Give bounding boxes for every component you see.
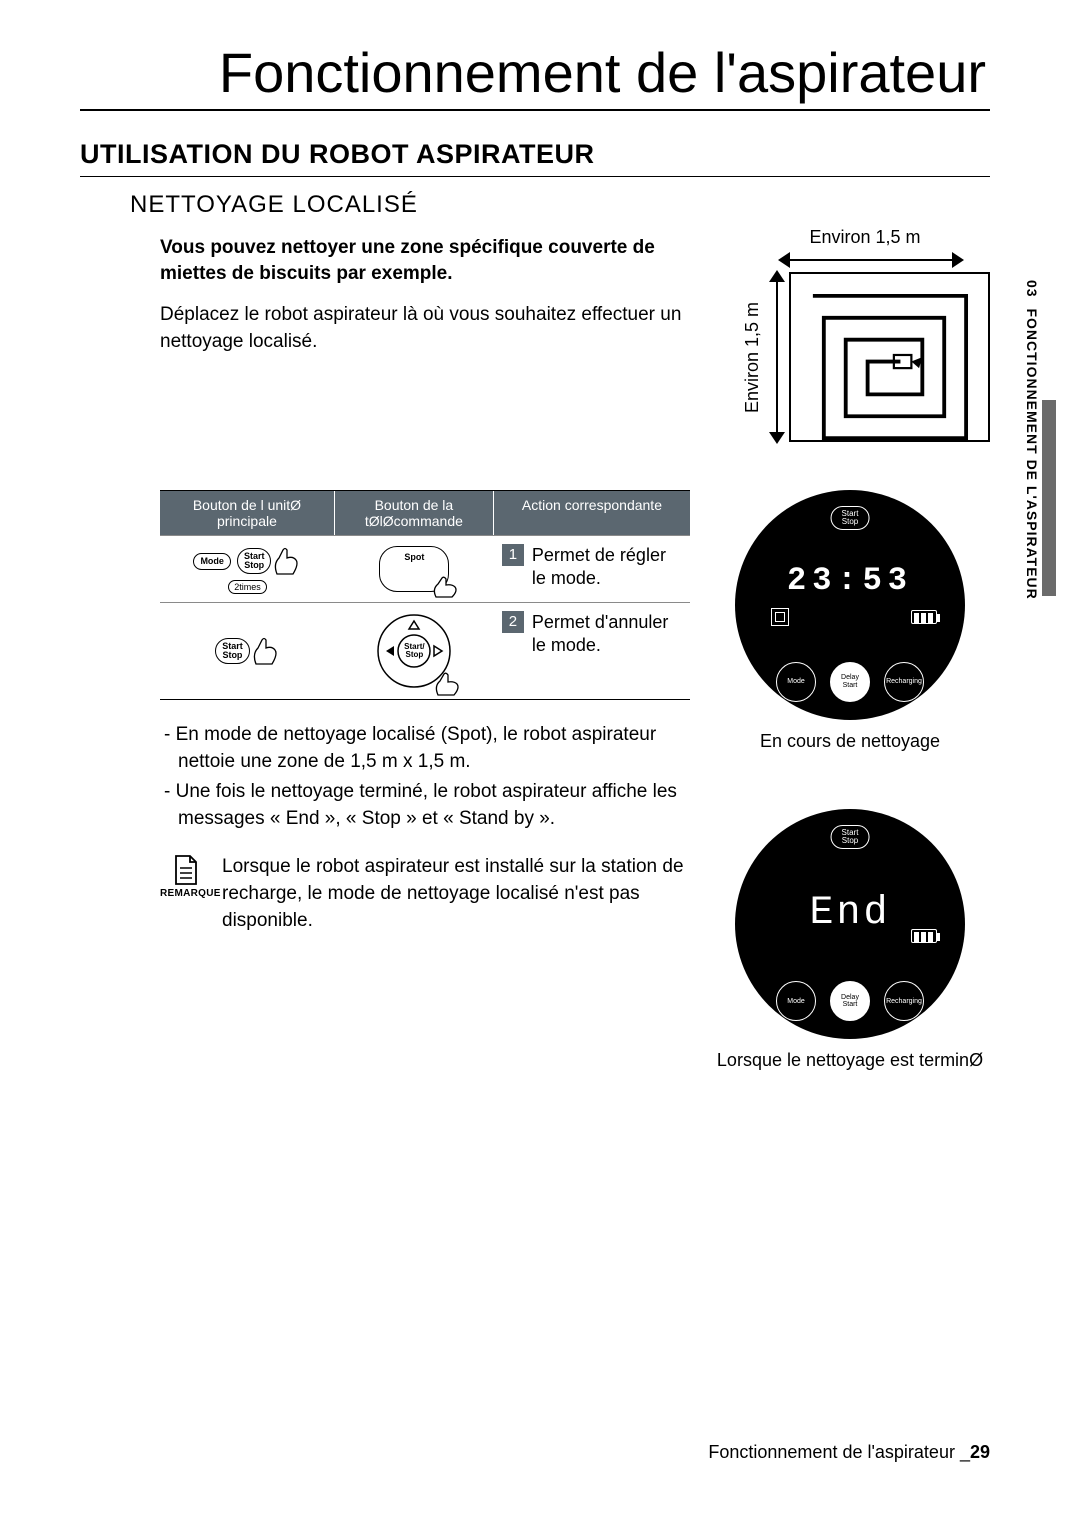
display-end: End <box>809 891 890 936</box>
remark-text: Lorsque le robot aspirateur est installé… <box>222 854 690 934</box>
page-footer: Fonctionnement de l'aspirateur _29 <box>708 1442 990 1463</box>
remark-label: REMARQUE <box>160 888 212 899</box>
remote-dpad: Start/ Stop <box>374 611 454 691</box>
bullet-list: - En mode de nettoyage localisé (Spot), … <box>160 722 690 832</box>
subsection-title: NETTOYAGE LOCALISÉ <box>130 191 990 219</box>
bullet-item: - En mode de nettoyage localisé (Spot), … <box>160 722 690 775</box>
section-title: UTILISATION DU ROBOT ASPIRATEUR <box>80 139 990 177</box>
battery-icon <box>911 610 937 624</box>
disc-delay-button: Delay Start <box>830 981 870 1021</box>
spiral-path-icon <box>791 274 988 460</box>
remote-spot-button: Spot <box>379 546 449 592</box>
table-header: Bouton de l unitØ principale Bouton de l… <box>160 491 690 535</box>
hand-icon <box>432 671 466 697</box>
horizontal-arrow <box>780 252 962 268</box>
remark-block: REMARQUE Lorsque le robot aspirateur est… <box>160 854 690 934</box>
bullet-item: - Une fois le nettoyage terminé, le robo… <box>160 779 690 832</box>
spiral-box <box>789 272 990 442</box>
command-table: Bouton de l unitØ principale Bouton de l… <box>160 490 690 700</box>
display-caption: En cours de nettoyage <box>710 730 990 753</box>
spiral-side-label: Environ 1,5 m <box>740 272 765 442</box>
disc-mode-button: Mode <box>776 981 816 1021</box>
hand-icon <box>271 544 301 578</box>
step-number: 1 <box>502 544 524 566</box>
side-thumb-bar <box>1042 400 1056 596</box>
side-tab-number: 03 <box>1024 280 1040 298</box>
intro-plain: Déplacez le robot aspirateur là où vous … <box>160 302 716 355</box>
chapter-title: Fonctionnement de l'aspirateur <box>80 40 990 111</box>
spiral-diagram: Environ 1,5 m Environ 1,5 m <box>740 227 990 442</box>
note-icon <box>172 854 200 886</box>
spiral-top-label: Environ 1,5 m <box>740 227 990 248</box>
unit-mode-button: Mode <box>193 553 231 570</box>
display-finished: Start Stop End Mode Delay Start Rechargi… <box>710 809 990 1072</box>
battery-icon <box>911 929 937 943</box>
table-row: Start Stop <box>160 602 690 699</box>
startstop-pill: Start Stop <box>831 825 870 849</box>
table-row: Mode Start Stop 2times Spot <box>160 535 690 602</box>
display-time: 23:53 <box>787 562 913 599</box>
side-tab-text: FONCTIONNEMENT DE L'ASPIRATEUR <box>1024 308 1040 599</box>
vertical-arrow <box>769 272 785 442</box>
hand-icon <box>430 575 464 599</box>
step-number: 2 <box>502 611 524 633</box>
footer-text: Fonctionnement de l'aspirateur _ <box>708 1442 970 1462</box>
th-action: Action correspondante <box>494 491 690 535</box>
startstop-pill: Start Stop <box>831 506 870 530</box>
disc-delay-button: Delay Start <box>830 662 870 702</box>
unit-startstop-button: Start Stop <box>215 638 250 664</box>
disc-mode-button: Mode <box>776 662 816 702</box>
intro-bold: Vous pouvez nettoyer une zone spécifique… <box>160 235 716 286</box>
robot-display: Start Stop 23:53 Mode Delay Start Rechar… <box>735 490 965 720</box>
mode-indicator-icon <box>771 608 789 626</box>
twice-tag: 2times <box>228 580 267 594</box>
robot-display: Start Stop End Mode Delay Start Rechargi… <box>735 809 965 1039</box>
disc-recharge-button: Recharging <box>884 662 924 702</box>
th-remote: Bouton de la tØlØcommande <box>335 491 494 535</box>
disc-recharge-button: Recharging <box>884 981 924 1021</box>
th-unit: Bouton de l unitØ principale <box>160 491 335 535</box>
action-text: Permet d'annuler le mode. <box>532 611 682 658</box>
display-cleaning: Start Stop 23:53 Mode Delay Start Rechar… <box>710 490 990 753</box>
action-text: Permet de régler le mode. <box>532 544 682 591</box>
display-caption: Lorsque le nettoyage est terminØ <box>710 1049 990 1072</box>
side-tab: 03 FONCTIONNEMENT DE L'ASPIRATEUR <box>1024 280 1040 600</box>
unit-startstop-button: Start Stop <box>237 548 272 574</box>
footer-page: 29 <box>970 1442 990 1462</box>
hand-icon <box>250 634 280 668</box>
